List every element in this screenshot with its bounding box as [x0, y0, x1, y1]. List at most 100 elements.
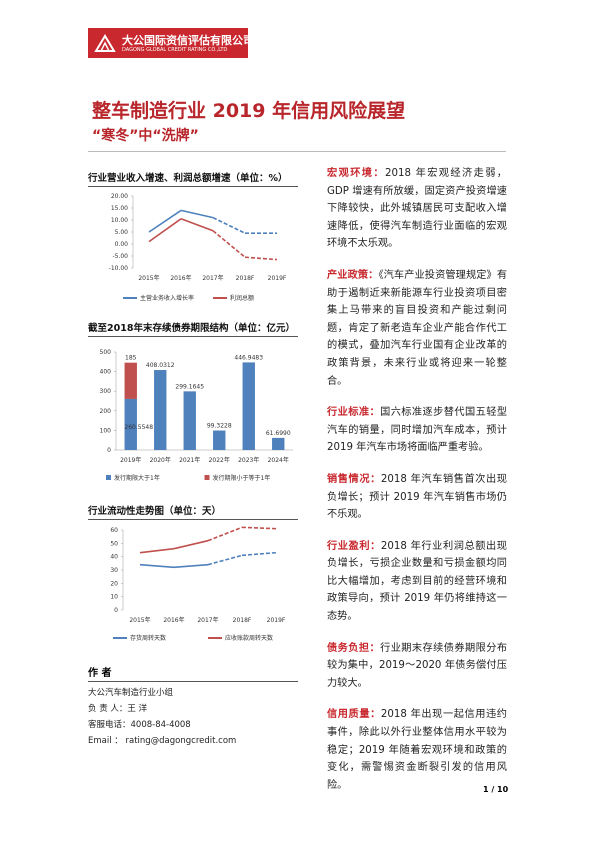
bar	[213, 430, 226, 450]
line-segment	[139, 563, 175, 569]
y-tick-label: 0.00	[115, 241, 129, 248]
x-tick-label: 2023年	[238, 456, 259, 464]
line-segment	[241, 551, 277, 557]
x-tick-label: 2015年	[138, 274, 159, 282]
logo-icon	[94, 34, 116, 52]
legend-swatch	[204, 475, 210, 480]
line-segment	[212, 230, 246, 258]
page-number: 1 / 10	[483, 785, 509, 794]
y-tick-label: 30	[110, 567, 118, 574]
summary: 宏观环境：2018 年宏观经济走弱，GDP 增速有所放缓，固定资产投资增速下降较…	[327, 165, 507, 808]
chart-title: 行业营业收入增速、利润总额增速（单位：%）	[88, 170, 298, 187]
y-tick-label: 300	[100, 388, 112, 395]
chart-title: 行业流动性走势图（单位：天）	[88, 503, 298, 520]
x-tick-label: 2018F	[233, 617, 252, 624]
data-label: 408.0312	[146, 362, 175, 369]
x-tick-label: 2020年	[150, 456, 171, 464]
section: 行业盈利：2018 年行业利润总额出现负增长，亏损企业数量和亏损金额均同比大幅增…	[327, 538, 507, 626]
y-tick-label: 20.00	[111, 193, 128, 200]
section-text: 2018 年行业利润总额出现负增长，亏损企业数量和亏损金额均同比大幅增加，考虑到…	[327, 540, 507, 623]
x-tick-label: 2016年	[170, 274, 191, 282]
line-segment	[148, 218, 182, 243]
x-tick-label: 2021年	[179, 456, 200, 464]
legend-label: 发行期限大于1年	[114, 474, 160, 482]
data-label: 446.9483	[234, 354, 263, 361]
section-label: 销售情况：	[327, 473, 381, 485]
author-line: Email ： rating@dagongcredit.com	[88, 736, 237, 746]
line-segment	[207, 554, 243, 566]
bar	[124, 362, 137, 399]
line-segment	[180, 209, 214, 219]
data-label: 99.3228	[207, 423, 232, 430]
section: 宏观环境：2018 年宏观经济走弱，GDP 增速有所放缓，固定资产投资增速下降较…	[327, 165, 507, 253]
x-tick-label: 2019F	[267, 617, 286, 624]
chart: 0 100 200 300 400 500 2019年 2020年 2021年 2022年 2023…	[100, 349, 293, 482]
y-tick-label: 15.00	[111, 205, 128, 212]
chart: 0 10 20 30 40 50 60 2015年 2016年 2017年 2018F 2019F 存货…	[110, 526, 286, 642]
company-name-en: DAGONG GLOBAL CREDIT RATING CO.,LTD	[122, 47, 228, 53]
bar	[154, 370, 167, 450]
legend-label: 发行期限小于等于1年	[213, 474, 271, 482]
bar	[242, 362, 255, 450]
y-tick-label: 0	[107, 447, 111, 454]
section: 债务负担：行业期末存续债券期限分布较为集中，2019～2020 年债务偿付压力较…	[327, 640, 507, 693]
x-tick-label: 2017年	[197, 616, 218, 624]
y-tick-label: 0	[114, 607, 118, 614]
line-segment	[180, 218, 214, 232]
x-tick-label: 2019年	[120, 456, 141, 464]
y-tick-label: 10.00	[111, 217, 128, 224]
section-text: 2018 年出现一起信用违约事件，除此以外行业整体信用水平较为稳定；2019 年…	[327, 709, 507, 791]
y-tick-label: -5.00	[112, 253, 128, 260]
section-label: 产业政策：	[327, 269, 379, 281]
line-segment	[207, 526, 243, 542]
x-tick-label: 2015年	[129, 616, 150, 624]
x-tick-label: 2024年	[268, 456, 289, 464]
y-tick-label: 20	[110, 580, 118, 587]
line-segment	[139, 547, 175, 554]
data-label: 260.5548	[124, 424, 153, 431]
legend-label: 存货周转天数	[130, 634, 166, 642]
line-segment	[148, 209, 182, 233]
y-tick-label: 10	[110, 594, 118, 601]
bar	[183, 391, 196, 450]
line-segment	[241, 526, 277, 530]
x-tick-label: 2022年	[209, 456, 230, 464]
y-tick-label: 50	[110, 540, 118, 547]
y-tick-label: 60	[110, 527, 118, 534]
x-tick-label: 2019F	[268, 275, 287, 282]
line-segment	[244, 256, 278, 261]
author-line: 客服电话：4008-84-4008	[88, 720, 191, 730]
section-label: 信用质量：	[327, 709, 381, 721]
legend-swatch	[106, 475, 111, 480]
section: 销售情况：2018 年汽车销售首次出现负增长；预计 2019 年汽车销售市场仍不…	[327, 471, 507, 524]
section-text: 2018 年宏观经济走弱，GDP 增速有所放缓，固定资产投资增速下降较快，此外城…	[327, 168, 507, 250]
data-label: 61.6990	[266, 430, 291, 437]
section-text: 《汽车产业投资管理规定》有助于遏制近来新能源车行业投资项目密集上马带来的盲目投资…	[327, 269, 508, 387]
section-text: 2018 年汽车销售首次出现负增长；预计 2019 年汽车销售市场仍不乐观。	[327, 473, 507, 521]
chart-title: 截至2018年末存续债券期限结构（单位：亿元）	[88, 320, 298, 337]
line-segment	[212, 216, 246, 234]
author-heading: 作 者	[88, 664, 298, 682]
section-label: 宏观环境：	[327, 168, 386, 179]
section-label: 行业标准：	[327, 407, 381, 419]
section: 信用质量：2018 年出现一起信用违约事件，除此以外行业整体信用水平较为稳定；2…	[327, 706, 507, 794]
data-label: 185	[125, 355, 137, 362]
report-title: 整车制造行业 2019 年信用风险展望	[92, 100, 406, 122]
section-label: 行业盈利：	[327, 540, 381, 552]
chart: -10.00 -5.00 0.00 5.00 10.00 15.00 20.00 2015年 2…	[109, 193, 287, 302]
section-label: 债务负担：	[327, 642, 381, 654]
x-tick-label: 2018F	[236, 275, 255, 282]
author-line: 负 责 人：王 洋	[88, 704, 148, 714]
x-tick-label: 2016年	[163, 616, 184, 624]
y-tick-label: 500	[100, 349, 112, 356]
company-name: 大公国际资信评估有限公司	[122, 34, 254, 47]
report-subtitle: “寒冬”中“洗牌”	[92, 128, 199, 144]
section: 产业政策：《汽车产业投资管理规定》有助于遏制近来新能源车行业投资项目密集上马带来…	[327, 267, 507, 390]
divider	[88, 151, 506, 152]
legend-label: 应收账款周转天数	[225, 634, 273, 642]
author-line: 大公汽车制造行业小组	[88, 688, 174, 698]
section-text: 国六标准逐步替代国五轻型汽车的销量，同时增加汽车成本，预计 2019 年汽车市场…	[327, 407, 508, 454]
y-tick-label: -10.00	[109, 265, 129, 272]
line-segment	[173, 563, 209, 569]
